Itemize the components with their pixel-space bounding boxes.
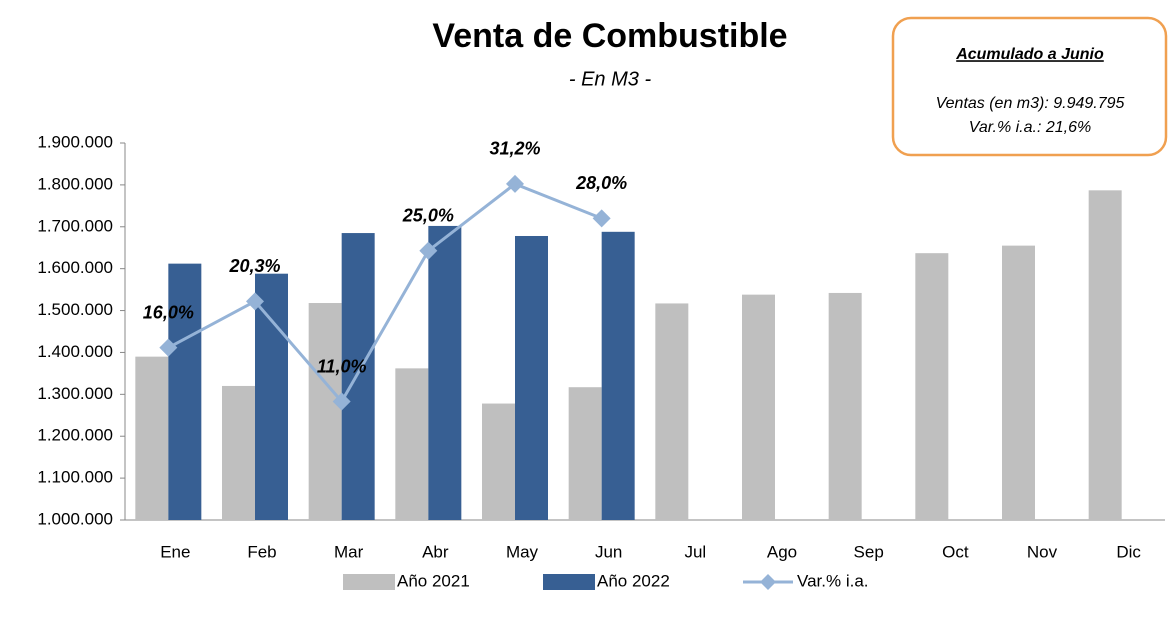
- bar: [828, 292, 862, 520]
- legend-swatch: [343, 574, 395, 590]
- legend-label: Var.% i.a.: [797, 571, 869, 590]
- bar: [168, 263, 202, 520]
- marker: [332, 392, 351, 411]
- bar: [655, 303, 689, 520]
- x-tick-label: Oct: [942, 542, 969, 561]
- bar: [1002, 245, 1035, 520]
- y-tick-label: 1.700.000: [37, 216, 113, 235]
- annotation-title: Acumulado a Junio: [955, 46, 1104, 63]
- y-tick-label: 1.200.000: [37, 426, 113, 445]
- x-tick-label: Ago: [767, 542, 797, 561]
- x-tick-label: Feb: [247, 542, 276, 561]
- bar: [308, 303, 342, 520]
- x-tick-label: May: [506, 542, 539, 561]
- x-tick-label: Mar: [334, 542, 364, 561]
- chart-subtitle: - En M3 -: [569, 68, 652, 90]
- marker: [419, 241, 438, 260]
- x-tick-label: Abr: [422, 542, 449, 561]
- annotation-box: [891, 16, 1168, 157]
- data-label: 28,0%: [575, 173, 627, 193]
- bar: [915, 253, 949, 520]
- legend-swatch: [543, 574, 595, 590]
- line: [167, 182, 603, 405]
- bar: [568, 387, 602, 520]
- legend-label: Año 2021: [397, 571, 470, 590]
- x-tick-label: Jul: [684, 542, 706, 561]
- y-tick-label: 1.500.000: [37, 300, 113, 319]
- marker: [506, 174, 524, 193]
- marker: [246, 292, 264, 311]
- y-tick-label: 1.100.000: [37, 468, 113, 487]
- x-tick-label: Sep: [854, 542, 884, 561]
- marker: [159, 338, 178, 357]
- data-label: 20,3%: [228, 256, 280, 276]
- bar: [255, 273, 288, 520]
- legend-swatch: [760, 574, 776, 590]
- data-label: 11,0%: [317, 356, 367, 376]
- bar: [222, 385, 255, 520]
- data-label: 16,0%: [143, 302, 194, 322]
- bar: [515, 235, 548, 520]
- x-tick-label: Dic: [1116, 542, 1141, 561]
- bar: [428, 225, 462, 520]
- y-tick-label: 1.000.000: [37, 509, 113, 528]
- bar: [1088, 190, 1122, 520]
- bar: [341, 233, 375, 521]
- y-tick-label: 1.400.000: [37, 342, 113, 361]
- x-tick-label: Ene: [160, 542, 190, 561]
- legend-label: Año 2022: [597, 571, 670, 590]
- bar: [742, 294, 775, 520]
- bar: [135, 356, 169, 520]
- y-tick-label: 1.900.000: [37, 132, 113, 151]
- bar: [395, 368, 429, 520]
- bar: [601, 231, 635, 520]
- marker: [592, 209, 611, 228]
- annotation-line: Ventas (en m3): 9.949.795: [936, 95, 1125, 112]
- x-tick-label: Nov: [1027, 542, 1058, 561]
- annotation-line: Var.% i.a.: 21,6%: [969, 119, 1091, 136]
- chart-title: Venta de Combustible: [432, 17, 787, 55]
- y-tick-label: 1.300.000: [37, 384, 113, 403]
- bar: [482, 403, 515, 520]
- data-label: 31,2%: [489, 139, 540, 159]
- y-tick-label: 1.800.000: [37, 174, 113, 193]
- y-tick-label: 1.600.000: [37, 258, 113, 277]
- data-label: 25,0%: [402, 205, 454, 225]
- x-tick-label: Jun: [595, 542, 622, 561]
